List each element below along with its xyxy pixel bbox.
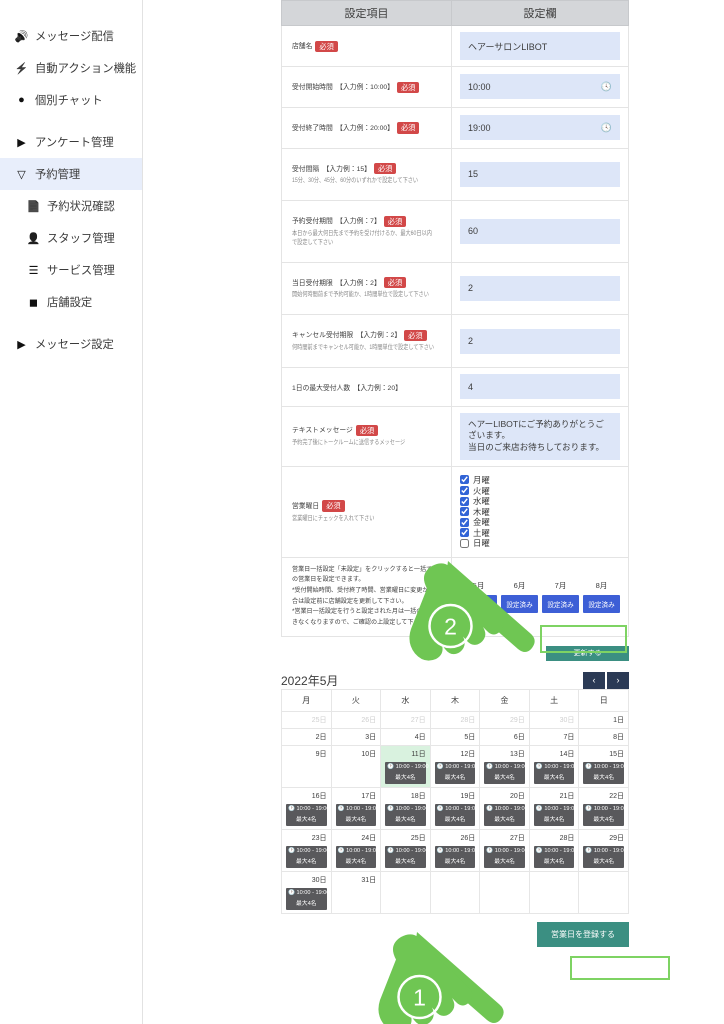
svg-text:1: 1 [413, 985, 426, 1011]
